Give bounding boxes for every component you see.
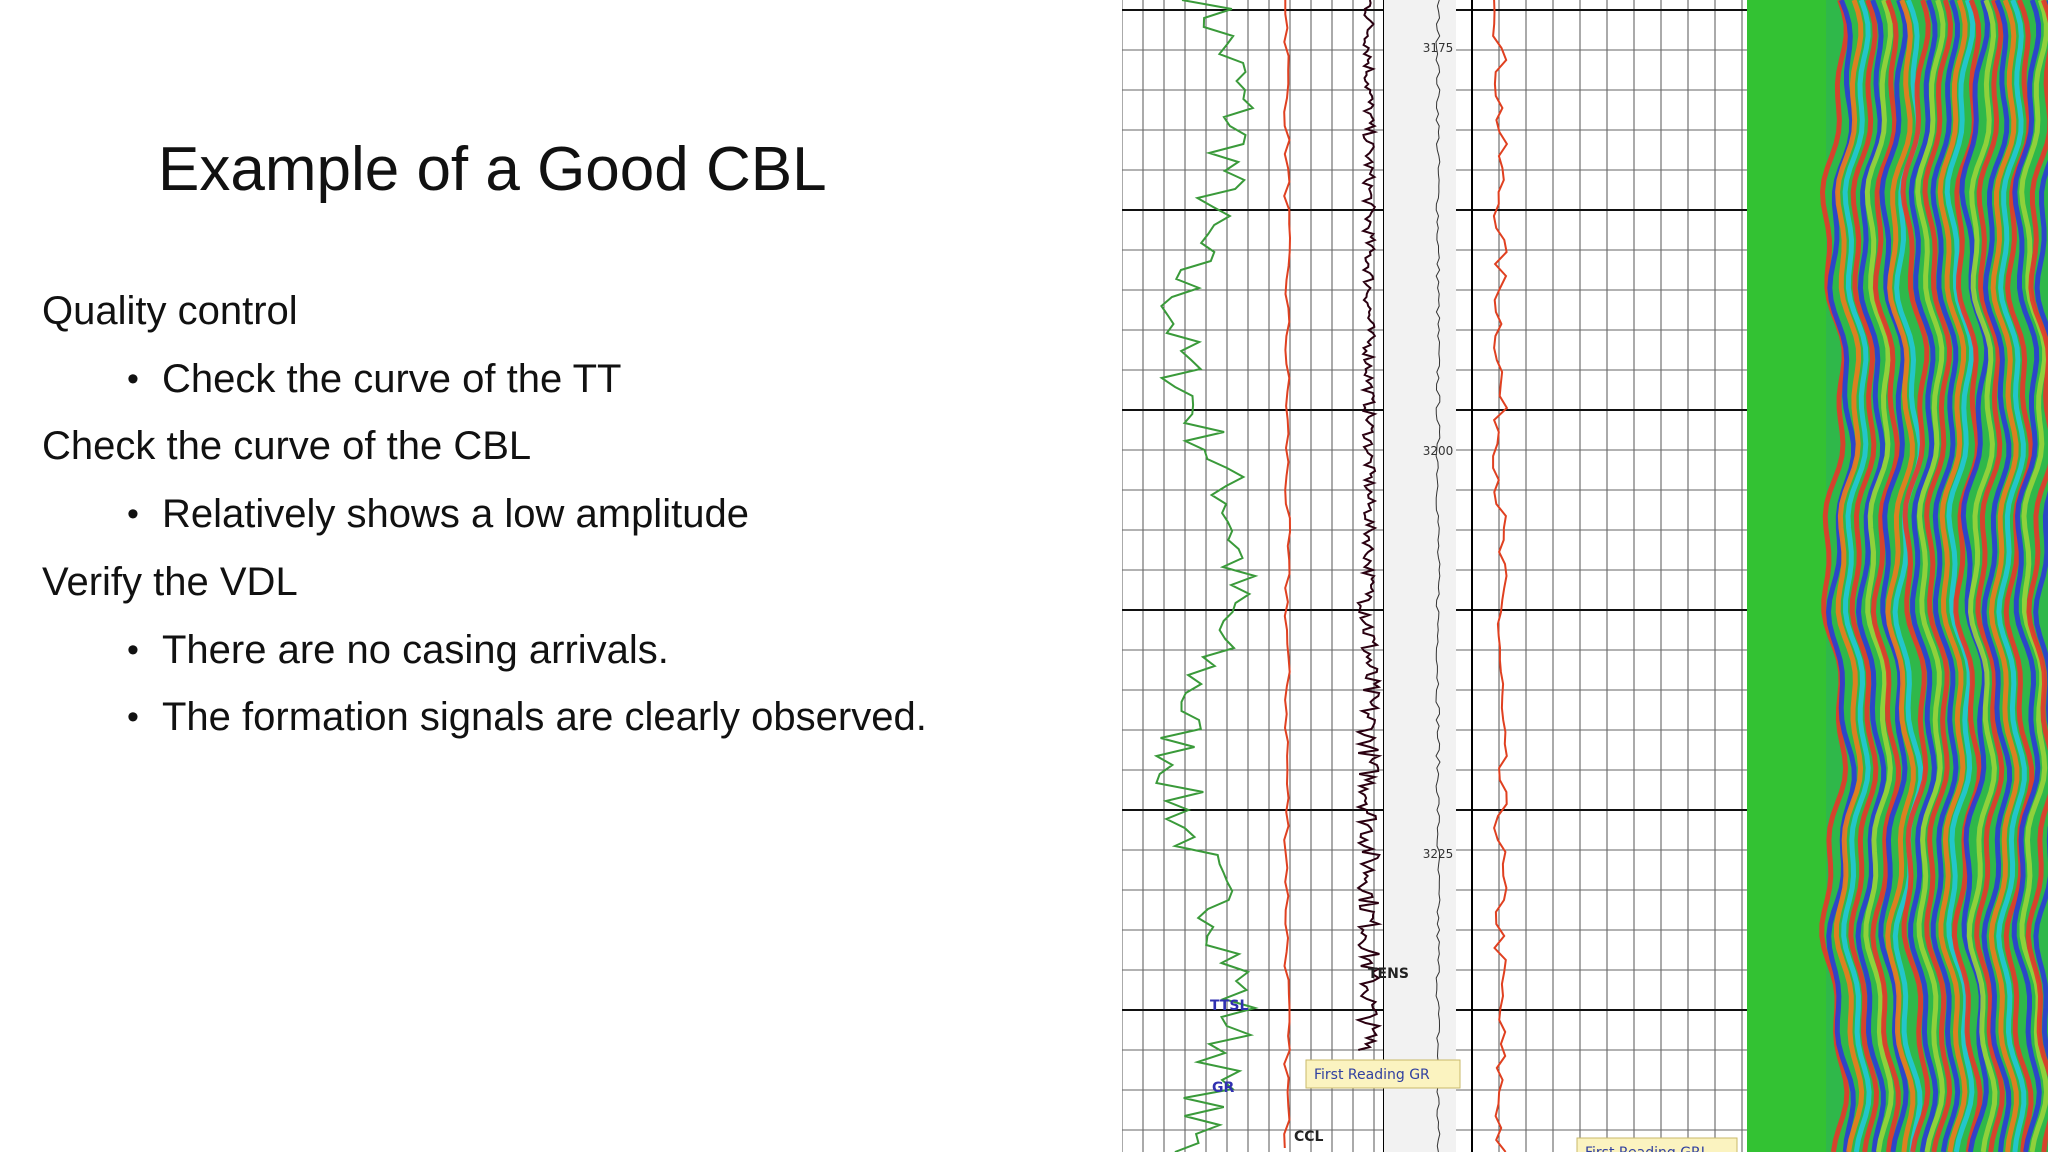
annotation: First Reading GR [1314, 1067, 1430, 1083]
gr-curve [1153, 0, 1259, 1152]
bullet-text: Check the curve of the TT [162, 356, 622, 401]
vdl-stripe [2003, 0, 2035, 1152]
vdl-stripe [1959, 0, 1991, 1152]
vdl-stripe [1996, 0, 2027, 1152]
vdl-stripe [1915, 0, 1946, 1152]
curve-label: TTSL [1210, 998, 1249, 1014]
vdl-stripe [2033, 0, 2048, 1061]
vdl-stripe [1870, 0, 1902, 1152]
cbl-curve [1492, 0, 1509, 1152]
vdl-stripe [1841, 0, 1872, 1152]
vdl-stripe [1863, 0, 1894, 1152]
annotation-box [1576, 1137, 1738, 1152]
annotation-box [1305, 1059, 1461, 1089]
depth-label: 3200 [1423, 444, 1454, 458]
vdl-stripe [1900, 0, 1931, 1152]
depth-curve [1435, 0, 1441, 1152]
vdl-stripe [1951, 0, 1983, 1152]
vdl-stripe [1981, 0, 2013, 1152]
tt-curve [1283, 0, 1292, 1149]
vdl-stripe [1833, 0, 1865, 1152]
vdl-stripe [1974, 0, 2005, 1152]
vdl-stripe [1937, 0, 1968, 1152]
bullet-text: There are no casing arrivals. [162, 627, 669, 672]
curve-label: GR [1212, 1080, 1234, 1096]
vdl-stripe [1855, 0, 1887, 1152]
depth-label: 3225 [1423, 847, 1454, 861]
bullet-dot: • [127, 359, 139, 398]
vdl-stripe [1848, 0, 1880, 1152]
body-text: Quality control [42, 289, 298, 333]
vdl-stripe [1922, 0, 1954, 1152]
vdl-stripe [2011, 0, 2042, 1152]
vdl-stripe [2019, 0, 2048, 1152]
body-text: Verify the VDL [42, 559, 298, 604]
bullet-text: The formation signals are clearly observ… [162, 695, 927, 740]
vdl-stripe [1966, 0, 1998, 1152]
depth-label: 3175 [1423, 41, 1454, 55]
curve-label: CCL [1294, 1129, 1324, 1145]
slide-title: Example of a Good CBL [158, 135, 827, 204]
bullet-dot: • [127, 495, 139, 534]
curve-label: TENS [1368, 966, 1409, 982]
vdl-stripe [1885, 0, 1916, 1152]
bullet-dot: • [127, 630, 139, 669]
vdl-stripe [1878, 0, 1909, 1152]
vdl-stripe [1819, 0, 1850, 1152]
vdl-stripe [1930, 0, 1961, 1152]
annotation: First Reading GRL [1585, 1145, 1709, 1152]
body-text: Check the curve of the CBL [42, 424, 532, 469]
vdl-stripe [1908, 0, 1939, 1152]
bullet-dot: • [127, 698, 139, 737]
log-image: 3175 3200 3225 TENS TTSL GR CCL First Reading G… [1122, 0, 2048, 1152]
bullet-text: Relatively shows a low amplitude [162, 492, 749, 537]
vdl-stripe [1944, 0, 1976, 1152]
vdl-stripe [1825, 0, 1857, 1152]
amplitude-trace [1354, 0, 1383, 1051]
vdl-stripe [1988, 0, 2020, 1152]
vdl-stripe [2025, 0, 2048, 1152]
